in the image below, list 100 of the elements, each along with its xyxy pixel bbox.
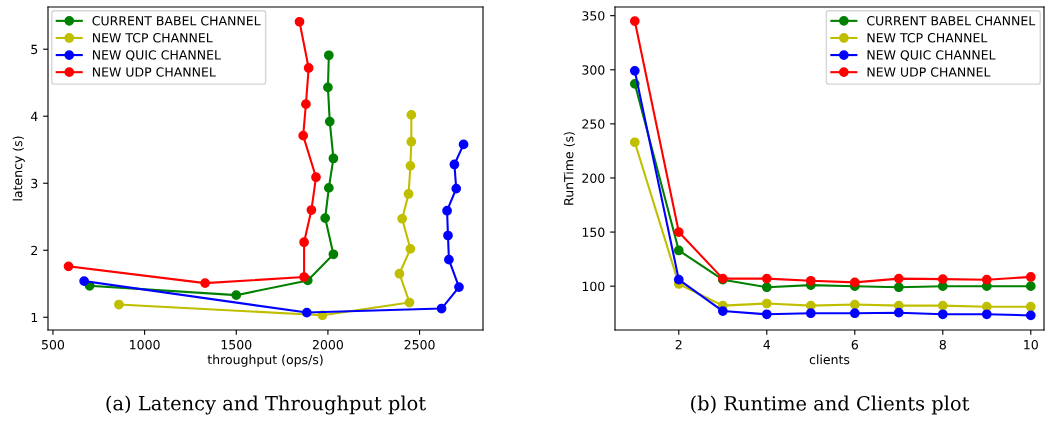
point — [405, 160, 416, 171]
point — [301, 99, 311, 110]
point — [893, 307, 904, 318]
point — [114, 299, 124, 310]
x-tick-label: 500 — [41, 339, 65, 350]
x-axis-title: throughput (ops/s) — [207, 354, 323, 367]
point — [805, 275, 816, 286]
point — [673, 274, 684, 285]
y-axis-title: RunTime (s) — [563, 132, 575, 205]
y-tick-label: 100 — [582, 281, 605, 292]
point — [717, 306, 728, 316]
y-tick-label: 5 — [31, 44, 38, 55]
point — [323, 50, 334, 61]
text: (a) Latency and Throughput plot — [106, 395, 426, 415]
x-tick-label: 4 — [763, 340, 771, 350]
point — [451, 183, 462, 194]
point — [299, 237, 309, 248]
x-tick-label: 1500 — [221, 339, 252, 350]
point — [1025, 281, 1036, 292]
legend-label: NEW UDP CHANNEL — [867, 67, 991, 77]
point — [761, 273, 772, 284]
point — [323, 183, 334, 193]
point — [761, 309, 772, 320]
point — [629, 16, 640, 26]
point — [231, 290, 242, 301]
y-axis-title: latency (s) — [12, 136, 25, 201]
point — [63, 261, 74, 272]
point — [298, 130, 309, 141]
point — [324, 116, 335, 127]
point — [306, 205, 317, 215]
point — [303, 63, 314, 73]
point — [406, 110, 417, 120]
y-tick-label: 250 — [582, 119, 605, 129]
y-tick-label: 150 — [582, 227, 605, 237]
point — [1025, 272, 1036, 282]
point — [937, 274, 948, 285]
legend-label: NEW TCP CHANNEL — [867, 33, 988, 43]
y-tick-label: 3 — [31, 178, 38, 189]
point — [629, 137, 640, 148]
point — [849, 308, 860, 319]
legend-label: NEW QUIC CHANNEL — [92, 50, 221, 62]
point — [937, 309, 948, 320]
point — [405, 244, 416, 254]
point — [394, 268, 405, 279]
point — [406, 136, 417, 147]
x-tick-label: 2500 — [404, 339, 435, 350]
point — [444, 254, 454, 265]
y-tick-label: 300 — [582, 65, 605, 75]
point — [443, 230, 453, 241]
point — [403, 189, 414, 199]
point — [629, 65, 640, 76]
point — [200, 278, 210, 288]
x-tick-label: 1000 — [130, 339, 160, 350]
point — [311, 172, 321, 183]
point — [449, 159, 460, 170]
point — [1025, 301, 1036, 312]
y-tick-label: 2 — [31, 245, 38, 255]
point — [328, 249, 339, 260]
legend-label: NEW QUIC CHANNEL — [867, 50, 996, 62]
point — [981, 274, 992, 285]
legend-label: CURRENT BABEL CHANNEL — [867, 15, 1036, 26]
point — [299, 272, 309, 282]
point — [323, 82, 333, 93]
point — [301, 307, 312, 318]
x-tick-label: 10 — [1024, 339, 1038, 350]
point — [849, 299, 860, 310]
point — [79, 276, 89, 286]
point — [673, 227, 684, 237]
y-tick-label: 1 — [31, 312, 38, 323]
point — [937, 300, 948, 311]
point — [761, 298, 772, 309]
point — [328, 153, 339, 164]
point — [404, 297, 415, 308]
y-tick-label: 200 — [582, 173, 605, 183]
x-tick-label: 2000 — [312, 339, 343, 350]
point — [849, 277, 860, 288]
text: (b) Runtime and Clients plot — [691, 395, 970, 415]
y-tick-label: 4 — [30, 111, 38, 121]
point — [320, 213, 331, 223]
point — [454, 282, 464, 292]
legend-label: NEW UDP CHANNEL — [92, 67, 216, 77]
point — [294, 16, 305, 27]
point — [981, 309, 992, 320]
point — [805, 308, 816, 319]
point — [893, 282, 904, 293]
point — [442, 205, 452, 216]
x-tick-label: 8 — [939, 339, 946, 350]
point — [436, 303, 447, 314]
point — [397, 213, 408, 224]
point — [761, 282, 772, 293]
y-tick-label: 350 — [582, 11, 605, 21]
point — [893, 273, 904, 284]
point — [1025, 310, 1036, 321]
legend-label: CURRENT BABEL CHANNEL — [92, 15, 261, 26]
x-tick-label: 2 — [675, 339, 682, 350]
legend-label: NEW TCP CHANNEL — [92, 33, 213, 43]
x-tick-label: 6 — [851, 339, 858, 350]
x-axis-title: clients — [809, 354, 850, 365]
point — [673, 245, 684, 256]
point — [458, 139, 469, 150]
